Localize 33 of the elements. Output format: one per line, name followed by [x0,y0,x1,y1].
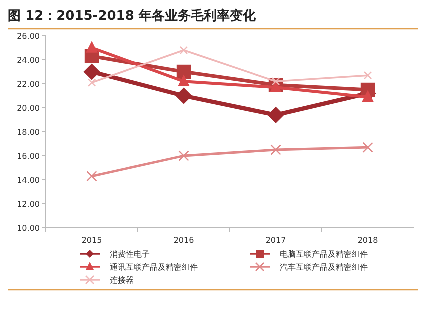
y-tick-label: 24.00 [17,56,40,65]
chart-title: 图 12：2015-2018 年各业务毛利率变化 [8,8,257,24]
point [364,71,372,80]
x-tick-label: 2015 [82,236,102,245]
legend-label: 连接器 [110,276,134,285]
legend-label: 通讯互联产品及精密组件 [110,262,198,272]
x-tick-label: 2018 [358,236,378,245]
point [180,46,188,55]
y-tick-label: 26.00 [17,32,40,41]
point [178,74,190,86]
point [86,41,98,53]
point [268,106,284,124]
y-tick-label: 16.00 [17,152,40,161]
x-tick-label: 2016 [174,236,194,245]
legend-label: 汽车互联产品及精密组件 [280,262,368,272]
point [270,144,282,156]
point [362,142,374,153]
point [178,150,190,162]
x-tick-label: 2017 [266,236,286,245]
point [88,78,96,87]
y-tick-label: 22.00 [17,80,40,89]
point [176,64,192,80]
y-tick-label: 14.00 [17,176,40,185]
point [86,171,98,182]
y-tick-label: 12.00 [17,200,40,209]
legend-label: 消费性电子 [110,250,150,259]
y-tick-label: 18.00 [17,128,40,137]
point [84,64,100,80]
y-tick-label: 10.00 [17,224,40,233]
point [362,90,374,102]
y-tick-label: 20.00 [17,104,40,113]
legend-label: 电脑互联产品及精密组件 [280,250,368,259]
point [176,88,192,104]
